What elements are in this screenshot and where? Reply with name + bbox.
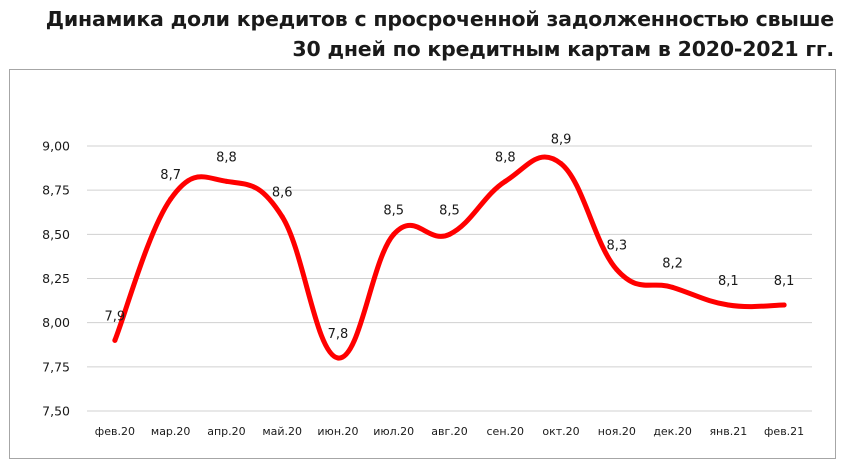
data-point bbox=[670, 284, 676, 290]
x-tick-label: мар.20 bbox=[151, 425, 191, 438]
y-tick-label: 9,00 bbox=[42, 139, 70, 154]
data-point bbox=[614, 267, 620, 273]
chart-title-line-2: 30 дней по кредитным картам в 2020-2021 … bbox=[292, 37, 834, 61]
data-point bbox=[335, 355, 341, 361]
data-label: 8,5 bbox=[439, 203, 460, 218]
x-tick-label: сен.20 bbox=[487, 425, 525, 438]
data-point bbox=[781, 302, 787, 308]
data-point bbox=[112, 337, 118, 343]
data-label: 8,1 bbox=[774, 274, 795, 289]
y-tick-label: 7,50 bbox=[42, 404, 70, 419]
data-point bbox=[558, 161, 564, 167]
y-tick-label: 8,00 bbox=[42, 315, 70, 330]
x-tick-label: дек.20 bbox=[653, 425, 692, 438]
chart-title-line-1: Динамика доли кредитов с просроченной за… bbox=[45, 7, 834, 31]
data-point bbox=[502, 178, 508, 184]
data-label: 8,5 bbox=[383, 203, 404, 218]
data-point bbox=[223, 178, 229, 184]
x-tick-label: апр.20 bbox=[207, 425, 245, 438]
chart-title: Динамика доли кредитов с просроченной за… bbox=[46, 4, 834, 64]
x-tick-label: авг.20 bbox=[431, 425, 468, 438]
y-tick-label: 7,75 bbox=[42, 359, 70, 374]
x-tick-label: фев.21 bbox=[764, 425, 804, 438]
data-point bbox=[168, 196, 174, 202]
x-tick-label: янв.21 bbox=[709, 425, 747, 438]
data-label: 8,8 bbox=[216, 150, 237, 165]
x-tick-label: окт.20 bbox=[542, 425, 579, 438]
x-tick-label: фев.20 bbox=[95, 425, 135, 438]
data-label: 8,7 bbox=[160, 168, 181, 183]
data-point bbox=[447, 231, 452, 237]
data-label: 8,1 bbox=[718, 274, 739, 289]
data-point bbox=[725, 302, 731, 308]
data-label: 7,8 bbox=[328, 327, 349, 342]
data-point bbox=[391, 231, 397, 237]
chart-frame bbox=[9, 69, 836, 459]
x-tick-label: июн.20 bbox=[317, 425, 358, 438]
y-tick-label: 8,25 bbox=[42, 271, 70, 286]
y-tick-label: 8,75 bbox=[42, 183, 70, 198]
x-tick-label: июл.20 bbox=[373, 425, 414, 438]
x-tick-label: ноя.20 bbox=[598, 425, 636, 438]
data-label: 8,2 bbox=[662, 256, 683, 271]
data-point bbox=[279, 214, 285, 220]
data-label: 8,6 bbox=[272, 186, 293, 201]
data-label: 7,9 bbox=[105, 309, 126, 324]
x-tick-label: май.20 bbox=[262, 425, 302, 438]
data-label: 8,9 bbox=[551, 133, 572, 148]
y-tick-label: 8,50 bbox=[42, 227, 70, 242]
data-label: 8,8 bbox=[495, 150, 516, 165]
data-label: 8,3 bbox=[606, 239, 627, 254]
series-line bbox=[112, 154, 787, 361]
